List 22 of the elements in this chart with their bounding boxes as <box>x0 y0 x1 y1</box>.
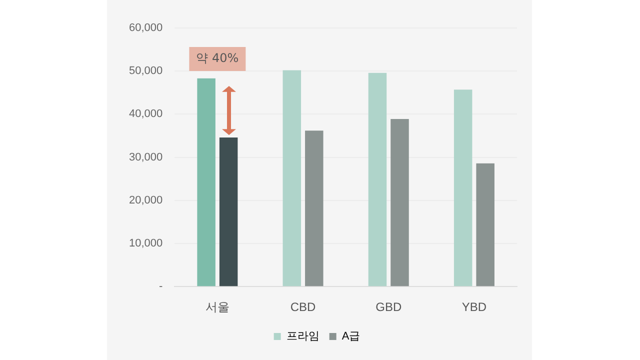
y-tick-label: - <box>158 280 163 293</box>
x-tick-label: CBD <box>290 300 316 314</box>
y-tick-label: 30,000 <box>128 151 163 164</box>
bar <box>390 118 409 286</box>
legend-label: 프라임 <box>286 330 320 343</box>
legend-label: A급 <box>342 330 360 343</box>
bar <box>197 78 216 286</box>
y-tick-label: 50,000 <box>128 65 163 78</box>
y-tick-label: 20,000 <box>128 194 163 206</box>
y-tick-label: 40,000 <box>128 108 163 120</box>
bar <box>368 72 387 286</box>
y-tick-label: 10,000 <box>128 238 163 250</box>
bar <box>282 70 302 286</box>
x-tick-label: GBD <box>376 300 402 314</box>
bar <box>476 163 494 286</box>
x-tick-label: 서울 <box>205 300 230 314</box>
annotation: 약 40% <box>196 51 239 66</box>
bar <box>305 130 324 286</box>
y-tick-label: 60,000 <box>128 22 163 34</box>
bar <box>454 90 472 286</box>
bar <box>219 137 238 286</box>
x-tick-label: YBD <box>462 300 487 314</box>
